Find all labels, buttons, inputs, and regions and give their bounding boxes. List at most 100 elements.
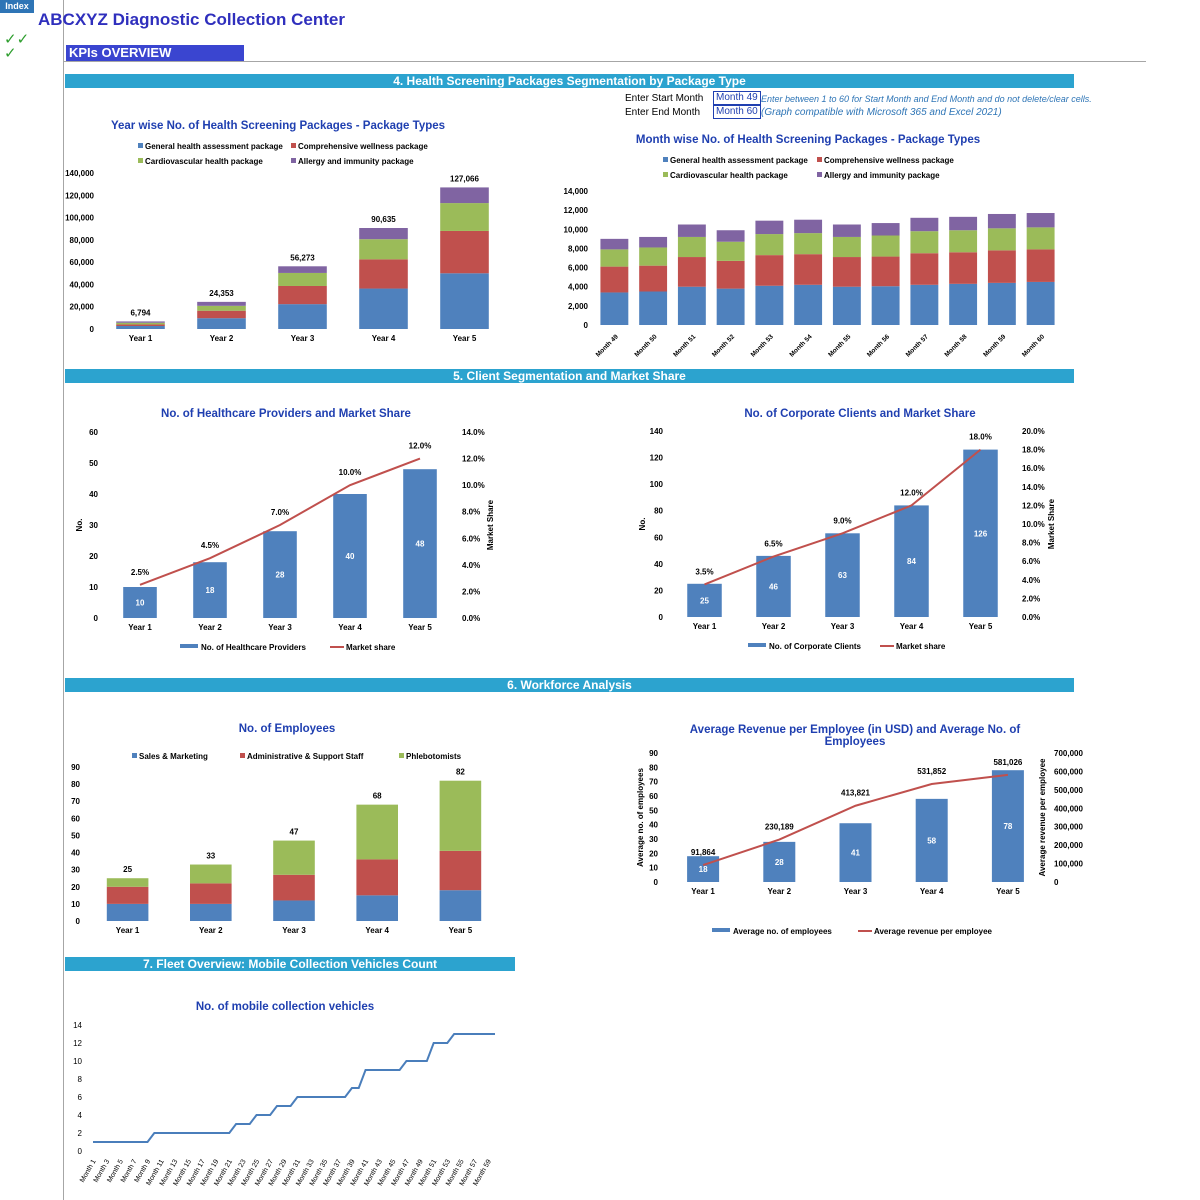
x-tick-label: Month 60 [1021,333,1046,358]
bar-value-label: 41 [851,849,860,858]
bar-segment [871,256,900,287]
bar-segment [1026,249,1055,282]
legend-bars-swatch [180,644,198,648]
bar-segment [356,804,398,860]
x-tick-label: Year 2 [199,926,223,935]
bar-segment [197,318,246,329]
bar-value-label: 63 [838,571,847,580]
bar-value-label: 78 [1003,822,1012,831]
line-series [704,448,982,586]
x-tick-label: Month 49 [595,333,620,358]
line-value-label: 230,189 [765,823,794,832]
y-tick-label: 90 [71,763,80,772]
y-axis-label: No. [638,518,647,531]
x-tick-label: Year 4 [372,334,396,343]
bar-segment [755,234,784,256]
x-tick-label: Year 2 [768,887,792,896]
x-tick-label: Month 53 [750,333,775,358]
y2-tick-label: 4.0% [462,561,480,570]
y2-tick-label: 500,000 [1054,786,1083,795]
bar-segment [116,324,165,326]
x-tick-label: Year 3 [268,623,292,632]
y-tick-label: 4 [78,1111,83,1120]
bar [763,841,796,882]
y-axis-label: No. [75,519,84,532]
bar-segment [639,265,668,292]
bar-segment [278,285,327,305]
total-label: 68 [373,792,382,801]
x-tick-label: Month 52 [711,333,736,358]
legend-general-swatch [663,157,668,162]
bar [687,583,722,617]
y-tick-label: 8,000 [568,244,589,253]
bar-segment [949,283,978,325]
bar-value-label: 28 [775,858,784,867]
y2-tick-label: 10.0% [1022,520,1045,529]
y-tick-label: 60 [89,428,98,437]
y-tick-label: 0 [584,321,589,330]
bar-segment [116,321,165,323]
y-tick-label: 50 [89,459,98,468]
y-tick-label: 0 [78,1147,83,1156]
section-header-clients: 5. Client Segmentation and Market Share [65,369,1074,383]
y-tick-label: 12,000 [564,206,589,215]
y-tick-label: 140,000 [65,169,94,178]
y-tick-label: 14 [73,1021,82,1030]
bar-segment [794,284,823,325]
left-divider [63,0,64,1200]
chart-title-month-packages: Month wise No. of Health Screening Packa… [635,134,981,146]
y-tick-label: 80 [654,507,663,516]
bar-segment [106,886,149,904]
bar-segment [273,840,315,875]
y2-tick-label: 0.0% [462,614,480,623]
line-series [702,773,1009,867]
bar-segment [440,230,489,274]
legend-cardio-swatch [663,172,668,177]
y-tick-label: 0 [654,878,659,887]
bar [333,494,367,618]
chart-title-providers: No. of Healthcare Providers and Market S… [161,408,411,420]
bar-segment [600,292,629,325]
y2-tick-label: 2.0% [462,587,480,596]
legend-allergy-swatch [291,158,296,163]
y-tick-label: 100,000 [65,214,94,223]
y-tick-label: 0 [76,917,81,926]
y-tick-label: 60 [654,533,663,542]
line-value-label: 10.0% [339,468,362,477]
y-tick-label: 120,000 [65,191,94,200]
x-tick-label: Month 54 [788,333,813,358]
index-button[interactable]: Index [0,0,34,13]
y-tick-label: 30 [71,866,80,875]
y-tick-label: 20 [649,849,658,858]
page-title: ABCXYZ Diagnostic Collection Center [38,10,345,29]
start-month-input[interactable]: Month 49 [713,91,761,105]
y-tick-label: 40,000 [70,280,95,289]
bar [963,449,998,617]
bar [403,469,437,618]
bar-segment [677,236,706,258]
x-tick-label: Month 58 [943,333,968,358]
x-tick-label: Month 55 [827,333,852,358]
bar-segment [639,291,668,325]
bar-segment [359,239,408,260]
x-tick-label: Year 5 [453,334,477,343]
total-label: 90,635 [371,215,396,224]
start-month-label: Enter Start Month [625,93,704,104]
line-value-label: 12.0% [409,442,432,451]
x-tick-label: Year 3 [282,926,306,935]
bar-value-label: 58 [927,836,936,845]
bar-segment [794,233,823,255]
bar-segment [359,288,408,329]
bar-value-label: 28 [276,571,285,580]
bar-segment [273,900,315,921]
y-tick-label: 6 [78,1093,83,1102]
y-tick-label: 120 [650,454,664,463]
bar-segment [755,255,784,286]
y-tick-label: 4,000 [568,283,589,292]
bar-value-label: 46 [769,582,778,591]
end-month-input[interactable]: Month 60 [713,105,761,119]
bar-segment [639,236,668,248]
legend-allergy-swatch [817,172,822,177]
y2-tick-label: 2.0% [1022,594,1040,603]
y-tick-label: 70 [649,778,658,787]
